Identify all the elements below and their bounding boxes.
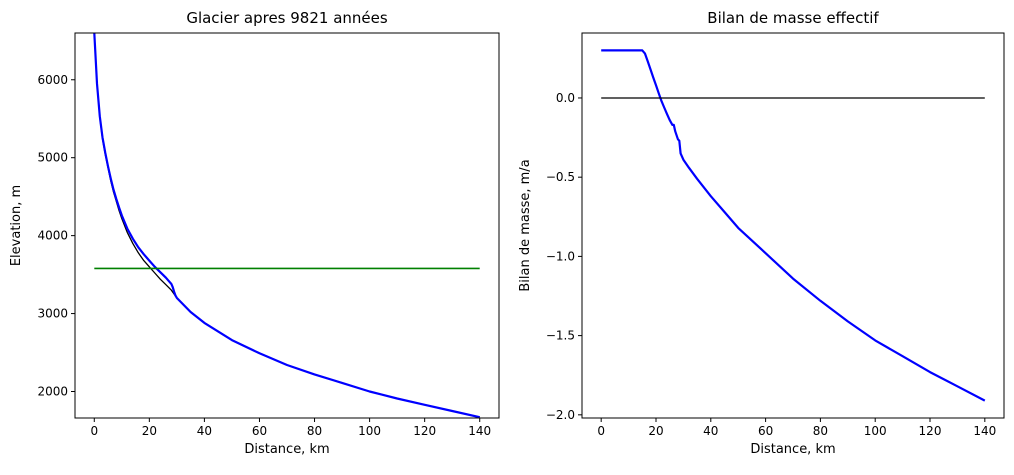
chart-2-series-1-line xyxy=(601,49,986,402)
chart-2-y-tick-label: −0.5 xyxy=(546,170,575,184)
chart-1-y-tick-label: 4000 xyxy=(37,229,68,243)
chart-1-series-1-line xyxy=(93,33,480,418)
chart-1-x-tick-label: 140 xyxy=(468,424,491,438)
chart-1-plot-area xyxy=(93,33,480,418)
chart-2-y-tick-label: −2.0 xyxy=(546,408,575,422)
chart-2-x-tick-label: 140 xyxy=(973,424,996,438)
chart-2-x-tick-label: 60 xyxy=(758,424,773,438)
chart-1-title: Glacier apres 9821 années xyxy=(186,9,388,27)
chart-2-x-tick-label: 80 xyxy=(813,424,828,438)
chart-1-y-tick-label: 3000 xyxy=(37,307,68,321)
chart-1-y-tick-label: 2000 xyxy=(37,385,68,399)
chart-2-x-tick-label: 40 xyxy=(703,424,718,438)
chart-1-y-axis-label: Elevation, m xyxy=(9,185,24,266)
chart-1-x-tick-label: 120 xyxy=(413,424,436,438)
chart-2-x-tick-label: 120 xyxy=(919,424,942,438)
chart-2-y-tick-label: −1.5 xyxy=(546,329,575,343)
chart-1-axes-frame xyxy=(74,32,500,419)
chart-1-x-tick-label: 60 xyxy=(252,424,267,438)
chart-2-axes-frame xyxy=(581,32,1005,419)
chart-2-x-tick-label: 0 xyxy=(597,424,605,438)
chart-1-x-tick-label: 100 xyxy=(358,424,381,438)
chart-2: 0 20 40 60 80 100 120 140 0.0 −0.5 −1.0 −1.5 −2.0 Bil… xyxy=(518,9,1005,457)
chart-1-series-2-line xyxy=(93,33,480,418)
chart-1-y-tick-label: 6000 xyxy=(37,73,68,87)
chart-2-y-axis-label: Bilan de masse, m/a xyxy=(518,159,533,291)
chart-2-x-tick-label: 20 xyxy=(648,424,663,438)
chart-1-x-axis-label: Distance, km xyxy=(244,442,329,457)
chart-2-x-axis-label: Distance, km xyxy=(750,442,835,457)
chart-2-title: Bilan de masse effectif xyxy=(707,9,879,27)
chart-2-y-tick-label: 0.0 xyxy=(556,91,575,105)
chart-2-y-tick-label: −1.0 xyxy=(546,249,575,263)
chart-1-x-tick-label: 0 xyxy=(90,424,98,438)
chart-1: 0 20 40 60 80 100 120 140 2000 3000 4000 5000 6000 Gl… xyxy=(9,9,500,457)
chart-1-x-tick-label: 20 xyxy=(142,424,157,438)
chart-2-x-tick-label: 100 xyxy=(864,424,887,438)
chart-1-x-tick-label: 80 xyxy=(307,424,322,438)
chart-1-x-tick-label: 40 xyxy=(197,424,212,438)
chart-2-plot-area xyxy=(601,49,986,402)
chart-1-y-tick-label: 5000 xyxy=(37,151,68,165)
